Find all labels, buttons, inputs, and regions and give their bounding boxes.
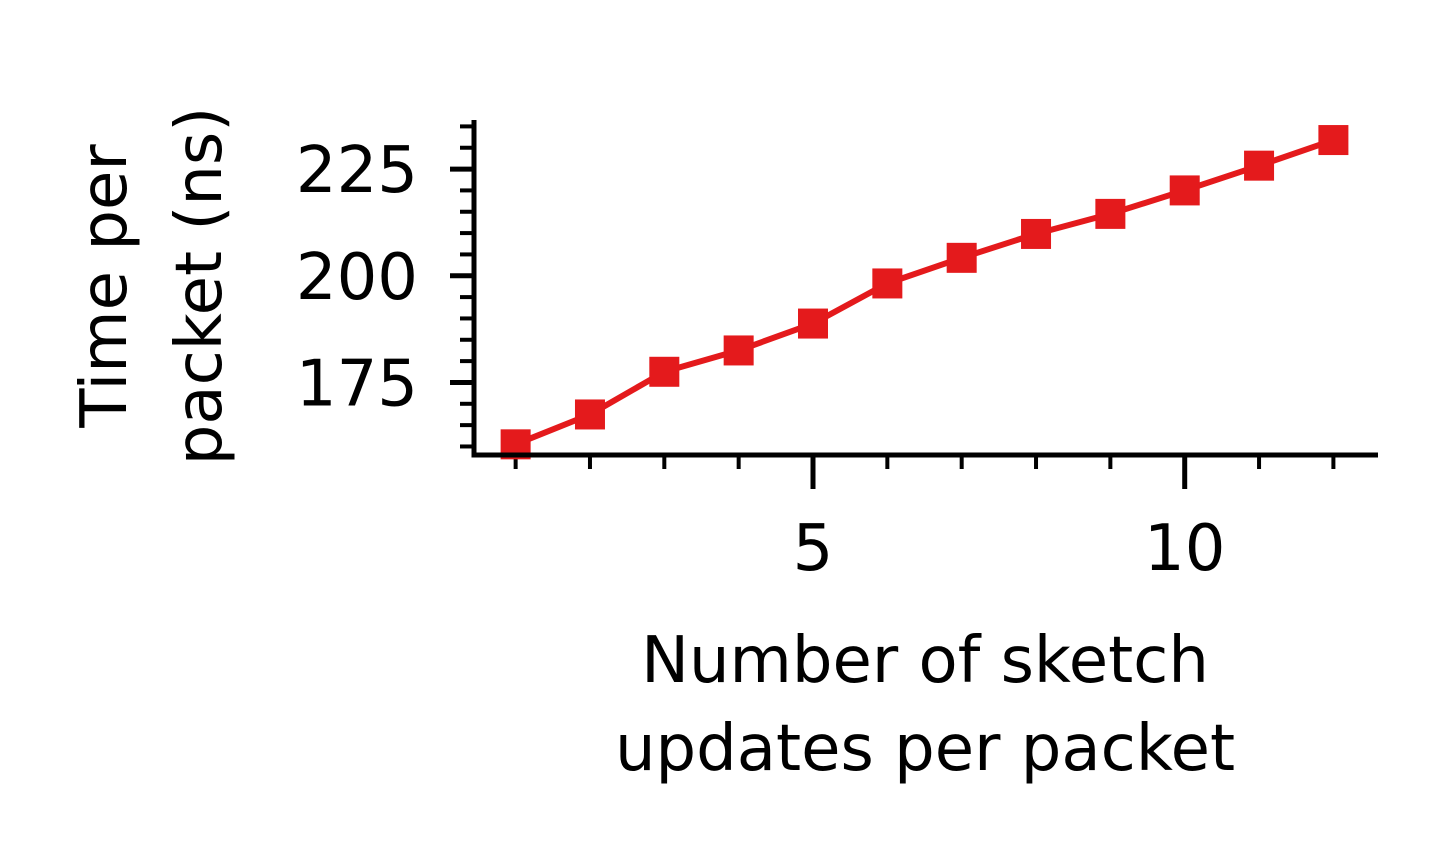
series-layer bbox=[500, 125, 1349, 460]
y-axis-label-line1: Time per bbox=[68, 144, 142, 429]
series-line bbox=[514, 137, 1335, 448]
data-point-marker bbox=[1318, 125, 1349, 156]
data-point-marker bbox=[798, 308, 828, 339]
data-point-marker bbox=[872, 268, 903, 299]
data-point-marker bbox=[723, 335, 754, 366]
y-tick-label: 225 bbox=[296, 134, 418, 208]
data-point-marker bbox=[1021, 218, 1052, 249]
y-tick-label: 175 bbox=[296, 347, 418, 421]
x-axis-label-line1: Number of sketch bbox=[641, 624, 1209, 698]
y-axis-label-line2: packet (ns) bbox=[163, 107, 237, 465]
x-axis-label-line2: updates per packet bbox=[615, 712, 1235, 786]
y-axis-label-group: Time per bbox=[68, 144, 142, 429]
x-tick-label: 5 bbox=[793, 512, 834, 586]
data-point-marker bbox=[1095, 198, 1126, 229]
x-tick-label: 10 bbox=[1144, 512, 1225, 586]
data-point-marker bbox=[649, 356, 680, 387]
data-point-marker bbox=[946, 242, 977, 273]
y-axis-label-group-2: packet (ns) bbox=[163, 107, 237, 465]
data-point-marker bbox=[574, 399, 605, 430]
data-point-marker bbox=[1169, 175, 1200, 206]
data-point-marker bbox=[1244, 150, 1275, 181]
y-major-ticks: 175 200 225 bbox=[296, 134, 474, 421]
y-tick-label: 200 bbox=[296, 241, 418, 315]
x-major-ticks: 5 10 bbox=[793, 455, 1225, 586]
